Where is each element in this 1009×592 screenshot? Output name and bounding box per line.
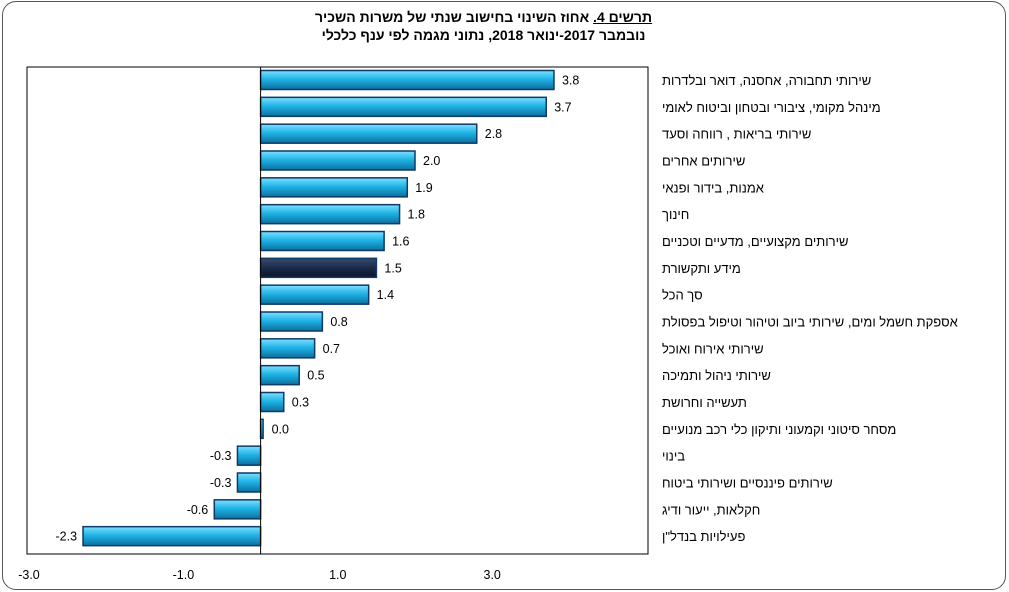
- bar-value-label: 1.4: [377, 288, 394, 302]
- category-label: שירותי ניהול ותמיכה: [662, 368, 771, 383]
- bar-value-label: 0.5: [307, 369, 324, 383]
- category-label: מסחר סיטוני וקמעוני ותיקון כלי רכב מנועי…: [662, 422, 896, 437]
- category-label: מינהל מקומי, ציבורי ובטחון וביטוח לאומי: [662, 100, 881, 115]
- x-tick-label: -3.0: [18, 568, 40, 582]
- bar: [259, 391, 285, 413]
- bar: [82, 525, 262, 547]
- bar: [259, 311, 324, 332]
- bar: [259, 150, 416, 171]
- bar: [236, 445, 262, 466]
- chart-title: תרשים 4. אחוז השינוי בחישוב שנתי של משרו…: [0, 8, 1009, 44]
- category-label: אספקת חשמל ומים, שירותי ביוב וטיהור וטיפ…: [662, 315, 958, 330]
- bar-value-label: 0.0: [272, 422, 289, 436]
- bar: [259, 364, 300, 386]
- category-label: חקלאות, ייעור ודיג: [662, 502, 760, 517]
- plot-area: [26, 66, 649, 555]
- category-label: שירותי אירוח ואוכל: [662, 341, 764, 356]
- category-label: תעשייה וחרושת: [662, 395, 747, 410]
- x-tick-label: 3.0: [484, 568, 501, 582]
- bar: [259, 96, 547, 118]
- bar-value-label: 1.5: [384, 261, 401, 275]
- bar-value-label: -2.3: [55, 530, 77, 544]
- value-labels-group: 3.8 3.7 2.8 2.0 1.9 1.8 1.6 1.5 1.4 0.8 0.7 0.5 0.30…: [55, 74, 579, 544]
- bar-value-label: 0.7: [323, 342, 340, 356]
- bar: [259, 177, 409, 198]
- category-label: שירותים מקצועיים, מדעיים וטכניים: [662, 234, 848, 249]
- bar: [259, 203, 401, 225]
- bar-value-label: 2.0: [423, 154, 440, 168]
- bar: [259, 338, 316, 359]
- bar-value-label: 3.8: [562, 74, 579, 88]
- x-tick-labels-group: -3.0 -1.0 1.0 3.0: [18, 568, 501, 582]
- chart-subtitle: נובמבר 2017-ינואר 2018, נתוני מגמה לפי ע…: [321, 27, 646, 43]
- title-prefix: תרשים 4.: [593, 9, 653, 25]
- bar: [259, 230, 385, 252]
- bar: [213, 499, 262, 520]
- bar-value-label: 0.3: [292, 396, 309, 410]
- bar: [259, 257, 378, 279]
- bar-value-label: 0.8: [330, 315, 347, 329]
- category-label: סך הכל: [662, 288, 703, 303]
- category-label: מידע ותקשורת: [662, 261, 741, 276]
- bar-value-label: -0.3: [210, 476, 232, 490]
- category-label: פעילויות בנדל"ן: [662, 529, 745, 544]
- category-label: שירותי בריאות , רווחה וסעד: [662, 127, 811, 142]
- category-label: אמנות, בידור ופנאי: [662, 180, 764, 195]
- title-text: אחוז השינוי בחישוב שנתי של משרות השכיר: [314, 9, 594, 25]
- x-tick-label: -1.0: [173, 568, 195, 582]
- bar: [259, 284, 370, 305]
- bar-value-label: 3.7: [554, 100, 571, 114]
- bar-value-label: 1.8: [408, 208, 425, 222]
- bar-value-label: -0.6: [187, 503, 209, 517]
- category-label: חינוך: [662, 207, 689, 222]
- category-label: שירותים פיננסיים ושירותי ביטוח: [662, 476, 833, 491]
- bar-value-label: -0.3: [210, 449, 232, 463]
- bar: [259, 69, 555, 91]
- title-line: תרשים 4. אחוז השינוי בחישוב שנתי של משרו…: [0, 8, 1009, 26]
- bar: [236, 472, 262, 493]
- bar-value-label: 2.8: [485, 127, 502, 141]
- x-tick-label: 1.0: [329, 568, 346, 582]
- category-label: בינוי: [662, 449, 685, 464]
- category-labels-group: שירותי תחבורה, אחסנה, דואר ובלדרות מינהל …: [662, 73, 958, 544]
- bar-value-label: 1.6: [392, 235, 409, 249]
- category-label: שירותים אחרים: [662, 154, 745, 169]
- bar: [259, 123, 478, 144]
- category-label: שירותי תחבורה, אחסנה, דואר ובלדרות: [662, 73, 871, 88]
- bar-value-label: 1.9: [415, 181, 432, 195]
